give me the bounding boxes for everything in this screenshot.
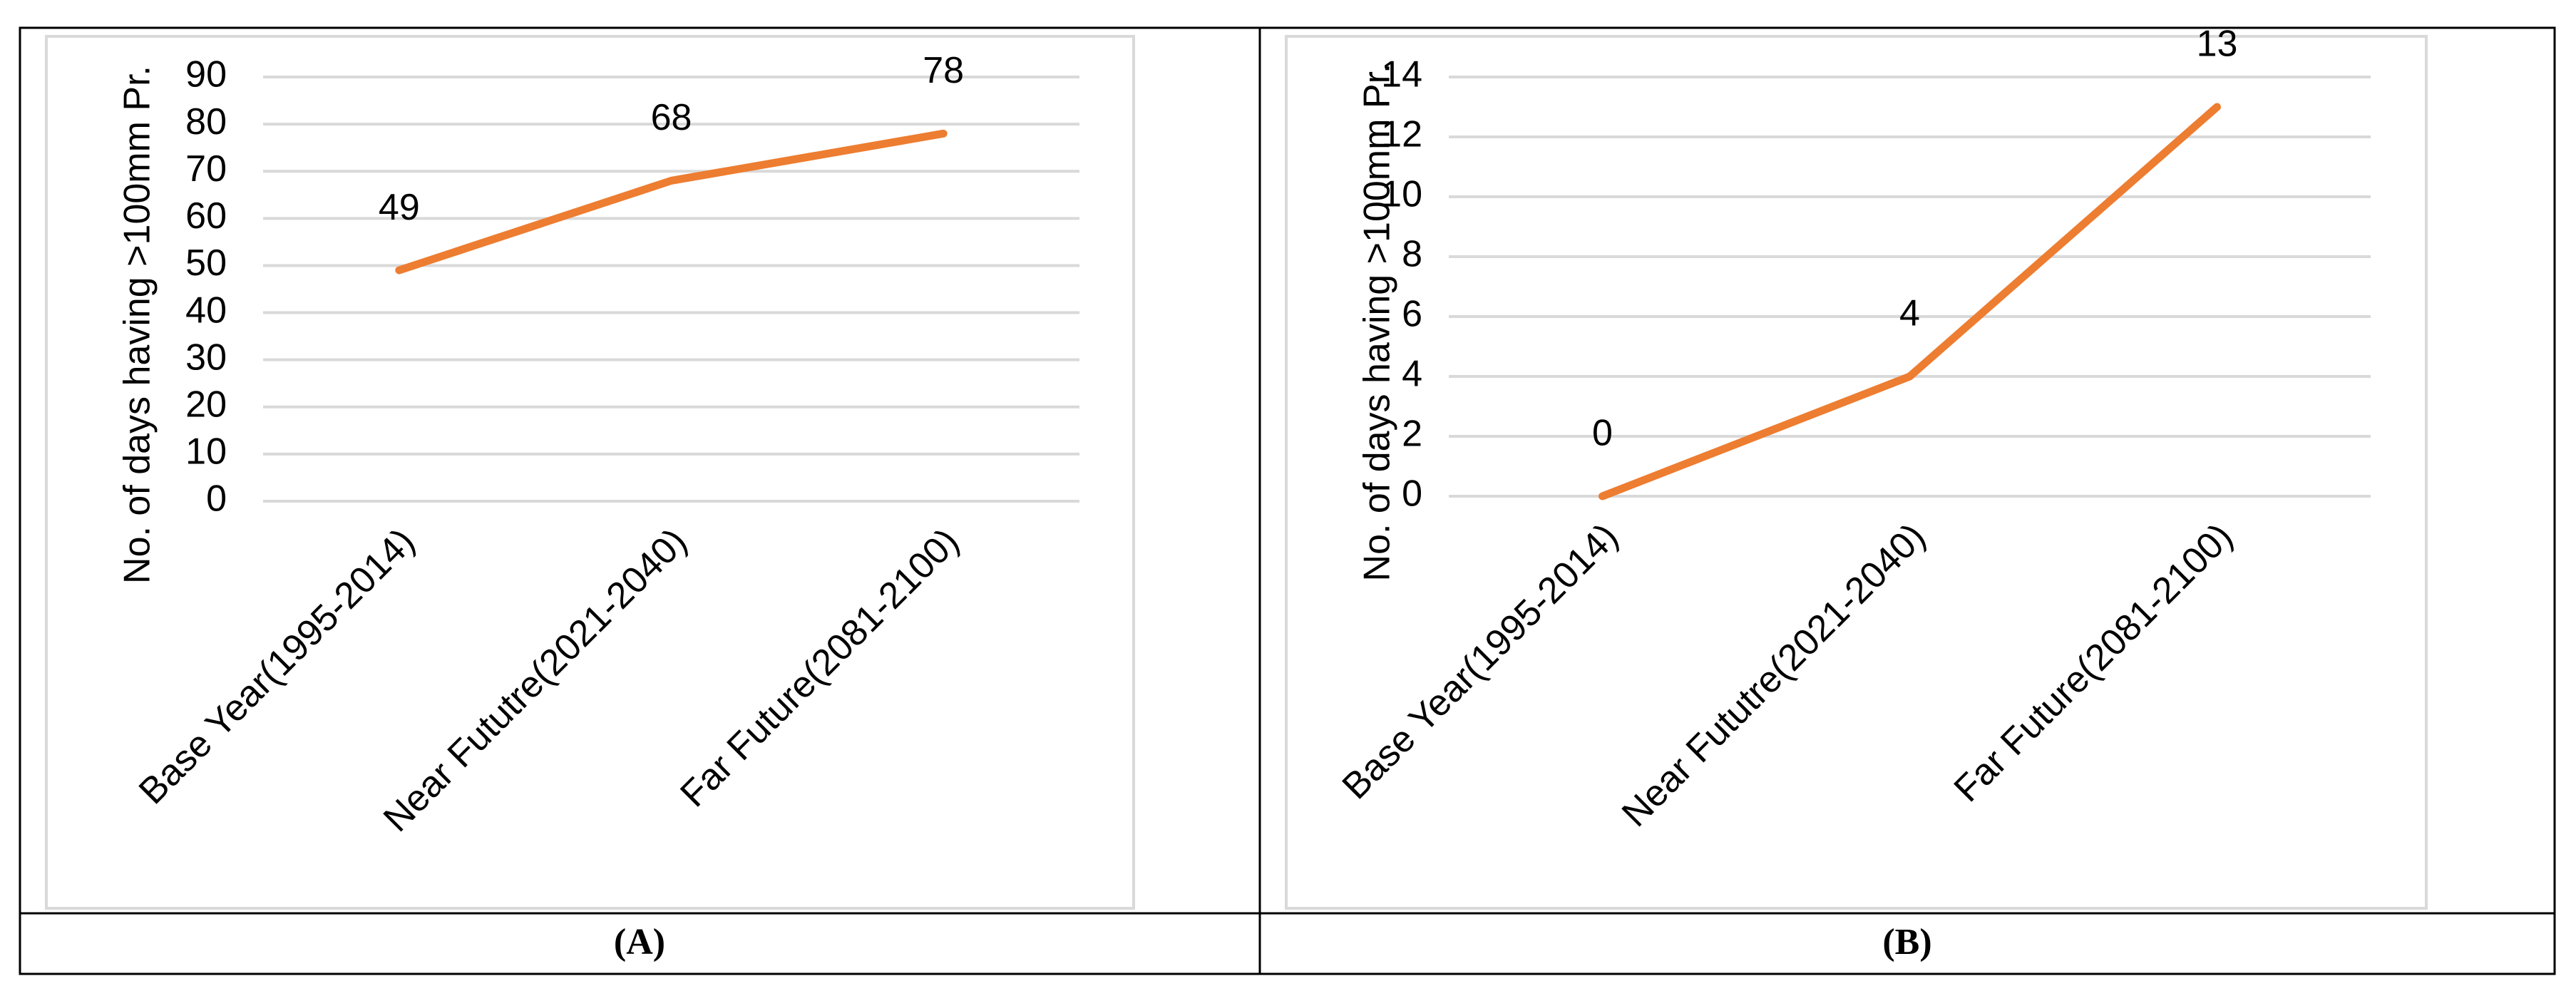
y-tick-label: 10 xyxy=(1381,174,1422,215)
y-tick-label: 30 xyxy=(185,337,227,378)
chart-frame xyxy=(45,35,1135,910)
x-tick-label: Near Fututre(2021-2040) xyxy=(376,520,695,840)
chart-frame xyxy=(1285,35,2428,910)
y-tick-label: 14 xyxy=(1381,54,1422,96)
y-axis-label: No. of days having >100mm Pr. xyxy=(1357,63,1398,582)
y-tick-label: 80 xyxy=(185,101,227,143)
y-tick-label: 90 xyxy=(185,54,227,96)
y-tick-label: 0 xyxy=(1402,473,1422,515)
data-label: 78 xyxy=(923,50,964,91)
line xyxy=(395,129,948,274)
table-frame xyxy=(19,26,2556,975)
y-tick-label: 4 xyxy=(1402,354,1422,395)
y-tick-label: 20 xyxy=(185,384,227,426)
y-tick-label: 60 xyxy=(185,195,227,237)
y-tick-label: 50 xyxy=(185,242,227,284)
y-tick-label: 2 xyxy=(1402,414,1422,455)
table-border xyxy=(19,26,2556,975)
data-label: 68 xyxy=(651,97,692,138)
y-tick-label: 0 xyxy=(206,478,227,520)
y-tick-label: 12 xyxy=(1381,114,1422,155)
data-label: 49 xyxy=(379,187,420,228)
y-axis-label: No. of days having >100mm Pr. xyxy=(117,66,158,584)
x-tick-label: Far Future(2081-2100) xyxy=(672,520,967,815)
y-tick-label: 8 xyxy=(1402,234,1422,275)
y-tick-label: 6 xyxy=(1402,294,1422,335)
x-tick-label: Base Year(1995-2014) xyxy=(131,520,423,812)
x-tick-label: Far Future(2081-2100) xyxy=(1946,515,2241,810)
caption: (B) xyxy=(1882,922,1931,962)
data-label: 4 xyxy=(1899,293,1920,334)
line xyxy=(1599,103,2221,500)
x-tick-label: Near Fututre(2021-2040) xyxy=(1614,515,1934,835)
data-label: 13 xyxy=(2197,24,2238,65)
y-tick-label: 70 xyxy=(185,148,227,190)
caption: (A) xyxy=(614,922,665,962)
y-tick-label: 40 xyxy=(185,289,227,331)
y-tick-label: 10 xyxy=(185,431,227,473)
data-label: 0 xyxy=(1592,413,1613,454)
